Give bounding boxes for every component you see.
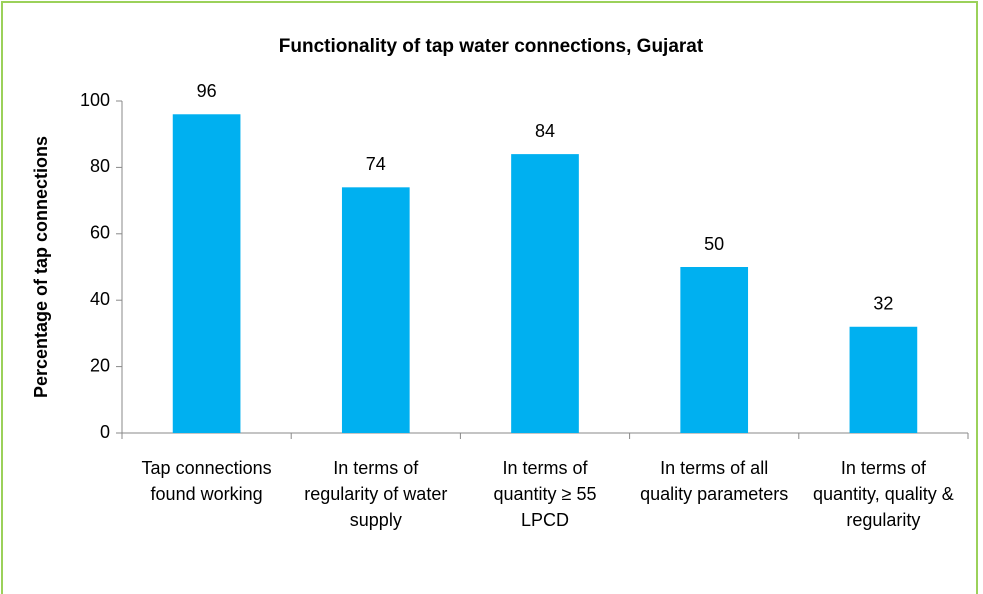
data-label: 74 (366, 154, 386, 174)
x-tick-label: Tap connections found working (141, 458, 272, 504)
data-label: 32 (873, 294, 893, 314)
y-axis-label: Percentage of tap connections (31, 136, 51, 398)
x-tick-label: In terms of quantity ≥ 55 LPCD (493, 458, 597, 530)
bar (849, 326, 918, 433)
bar (341, 187, 410, 433)
chart-title: Functionality of tap water connections, … (279, 36, 704, 57)
x-tick-label: In terms of regularity of water supply (304, 458, 448, 530)
y-tick-label: 80 (90, 156, 110, 176)
bar (680, 267, 749, 433)
x-tick-label: In terms of all quality parameters (640, 458, 789, 504)
bar (511, 154, 579, 433)
y-tick-label: 20 (90, 355, 110, 375)
y-tick-label: 60 (90, 223, 110, 243)
bar (172, 114, 241, 433)
y-tick-label: 0 (100, 422, 110, 442)
data-label: 50 (704, 234, 724, 254)
x-tick-label: In terms of quantity, quality & regulari… (813, 458, 954, 530)
y-tick-label: 100 (80, 90, 110, 110)
data-label: 96 (197, 81, 217, 101)
data-label: 84 (535, 121, 555, 141)
y-tick-label: 40 (90, 289, 110, 309)
